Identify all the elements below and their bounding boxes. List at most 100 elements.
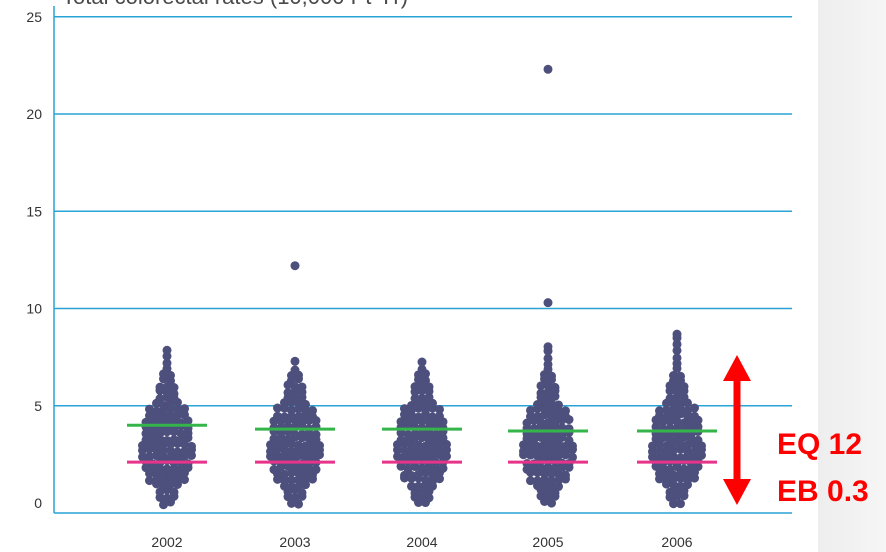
data-point (428, 447, 437, 457)
data-point (690, 403, 699, 413)
data-point (561, 406, 570, 416)
data-point (162, 435, 172, 445)
data-point (187, 441, 196, 451)
data-point (676, 499, 685, 509)
data-point (290, 356, 300, 366)
data-point (690, 446, 699, 456)
data-point (166, 452, 175, 462)
x-tick-label: 2002 (151, 534, 182, 550)
data-point (679, 392, 689, 402)
data-point (417, 488, 427, 498)
data-point (683, 406, 692, 416)
data-point (547, 371, 556, 381)
data-point (540, 451, 549, 461)
data-point (301, 453, 310, 463)
data-point (290, 492, 300, 502)
data-point (280, 469, 289, 479)
data-point (435, 445, 444, 455)
data-point (141, 429, 151, 439)
data-point (400, 445, 409, 455)
data-point (162, 464, 172, 474)
data-point (287, 405, 296, 415)
data-point (266, 446, 275, 456)
data-point (287, 447, 296, 457)
data-point (159, 400, 168, 410)
data-point (442, 451, 451, 461)
data-point (669, 445, 678, 455)
data-point (438, 433, 448, 443)
data-point (536, 491, 546, 501)
data-point (679, 464, 689, 474)
data-point (679, 418, 689, 428)
data-point (159, 476, 168, 486)
data-point (540, 475, 549, 485)
data-point (554, 450, 563, 460)
data-point (435, 404, 444, 414)
data-point (414, 447, 423, 457)
data-point (159, 452, 168, 462)
data-point (547, 441, 556, 451)
data-point (180, 404, 189, 414)
x-tick-label: 2006 (661, 534, 692, 550)
data-point (283, 388, 293, 398)
data-point (431, 464, 441, 474)
data-point (428, 476, 437, 486)
range-arrow (723, 354, 751, 505)
y-tick-label: 25 (26, 9, 42, 25)
data-point (435, 411, 444, 421)
data-point (536, 463, 546, 473)
data-point (145, 404, 154, 414)
arrow-head-down (723, 479, 751, 505)
data-point (152, 406, 161, 416)
data-point (169, 389, 179, 399)
data-point (301, 399, 310, 409)
arrow-head-up (723, 354, 751, 381)
data-point (180, 475, 189, 485)
data-point (669, 480, 678, 490)
data-point (396, 417, 406, 427)
x-tick-label: 2004 (406, 534, 437, 550)
data-point (676, 399, 685, 409)
data-point (410, 429, 420, 439)
data-point (540, 404, 549, 414)
data-point (162, 493, 172, 503)
data-point (294, 451, 303, 461)
data-point (162, 345, 172, 355)
data-point (669, 371, 678, 381)
data-point (536, 381, 546, 391)
data-point (287, 475, 296, 485)
data-point (162, 358, 172, 368)
data-point (269, 434, 279, 444)
data-point (554, 400, 563, 410)
data-point (155, 394, 165, 404)
data-point (269, 465, 279, 475)
data-point (428, 412, 437, 422)
outlier-point (543, 64, 553, 74)
annotation-eb: EB 0.3 (777, 475, 869, 508)
data-point (662, 405, 671, 415)
data-point (421, 375, 430, 385)
data-point (417, 357, 427, 367)
data-point (543, 353, 553, 363)
data-point (669, 452, 678, 462)
data-point (417, 364, 427, 374)
data-point (169, 464, 179, 474)
data-point (543, 493, 553, 503)
data-point (400, 452, 409, 462)
data-point (166, 446, 175, 456)
data-point (526, 405, 535, 415)
data-point (417, 393, 427, 403)
data-point (138, 452, 147, 462)
data-point (665, 435, 675, 445)
data-point (407, 400, 416, 410)
data-point (148, 433, 158, 443)
data-point (283, 434, 293, 444)
data-point (655, 406, 664, 416)
data-point (665, 393, 675, 403)
annotation-eq: EQ 12 (777, 428, 863, 461)
data-point (672, 339, 682, 349)
data-point (554, 482, 563, 492)
y-tick-labels: 0 5 10 15 20 25 (26, 9, 42, 511)
data-point (280, 476, 289, 486)
